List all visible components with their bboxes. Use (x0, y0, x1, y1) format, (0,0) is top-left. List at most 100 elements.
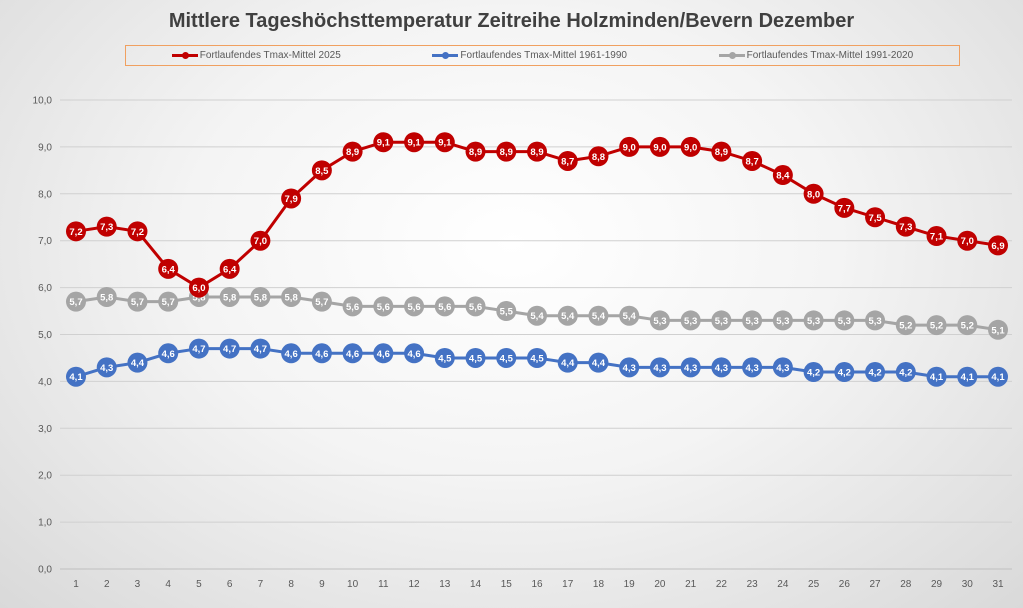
data-point (158, 291, 179, 312)
legend: Fortlaufendes Tmax-Mittel 2025 Fortlaufe… (125, 45, 960, 66)
data-label: 8,7 (561, 156, 574, 167)
data-point (96, 286, 117, 307)
data-label: 6,9 (991, 241, 1004, 252)
data-label: 8,9 (346, 147, 359, 158)
data-point (527, 347, 547, 368)
data-label: 5,4 (592, 311, 606, 322)
legend-item-2025: Fortlaufendes Tmax-Mittel 2025 (171, 50, 341, 61)
data-point (66, 366, 86, 387)
data-point (342, 343, 363, 364)
data-point (527, 305, 547, 326)
data-label: 4,6 (315, 349, 328, 360)
data-label: 8,4 (776, 171, 790, 182)
data-label: 4,5 (530, 353, 544, 364)
x-tick-label: 12 (409, 579, 421, 590)
data-label: 7,3 (100, 222, 113, 233)
legend-label: Fortlaufendes Tmax-Mittel 1991-2020 (746, 50, 914, 61)
data-point (281, 286, 302, 307)
data-label: 4,1 (69, 372, 83, 383)
data-point (742, 150, 763, 171)
data-point (865, 207, 886, 228)
data-point (680, 310, 701, 331)
data-label: 8,5 (315, 166, 329, 177)
data-label: 4,6 (162, 349, 175, 360)
data-point (926, 226, 947, 247)
data-label: 5,7 (69, 297, 82, 308)
data-point (66, 221, 86, 242)
data-point (619, 136, 640, 157)
data-point (342, 141, 363, 162)
data-point (834, 197, 855, 218)
data-label: 8,8 (592, 152, 605, 163)
data-point (219, 286, 240, 307)
data-point (96, 216, 117, 237)
x-tick-label: 29 (931, 579, 943, 590)
data-label: 8,7 (746, 156, 759, 167)
y-tick-label: 9,0 (38, 142, 52, 153)
y-tick-label: 4,0 (38, 377, 52, 388)
data-point (711, 357, 732, 378)
data-point (219, 338, 240, 359)
data-point (895, 216, 916, 237)
data-label: 4,7 (254, 344, 267, 355)
data-point (803, 310, 824, 331)
x-tick-label: 8 (288, 579, 294, 590)
data-point (311, 160, 332, 181)
data-point (649, 357, 670, 378)
data-point (342, 296, 363, 317)
data-point (188, 338, 209, 359)
y-tick-label: 7,0 (38, 236, 52, 247)
data-label: 9,0 (684, 142, 697, 153)
data-label: 5,3 (776, 316, 789, 327)
x-tick-label: 18 (593, 579, 605, 590)
data-point (127, 221, 148, 242)
data-label: 5,4 (530, 311, 544, 322)
x-tick-label: 30 (962, 579, 974, 590)
data-label: 4,3 (623, 363, 636, 374)
x-tick-label: 1 (73, 579, 79, 590)
y-tick-label: 10,0 (33, 96, 53, 107)
data-label: 9,1 (438, 138, 452, 149)
data-point (127, 352, 148, 373)
data-point (66, 291, 86, 312)
y-tick-label: 3,0 (38, 424, 52, 435)
y-tick-label: 8,0 (38, 189, 52, 200)
data-point (465, 347, 486, 368)
data-label: 7,1 (930, 232, 944, 243)
data-label: 5,7 (162, 297, 175, 308)
legend-item-1961-1990: Fortlaufendes Tmax-Mittel 1961-1990 (432, 50, 627, 61)
data-point (772, 357, 793, 378)
data-label: 9,1 (407, 138, 421, 149)
data-label: 4,1 (991, 372, 1005, 383)
data-label: 7,9 (285, 194, 298, 205)
data-label: 6,4 (162, 264, 176, 275)
x-tick-label: 31 (992, 579, 1004, 590)
data-point (404, 343, 425, 364)
data-label: 8,9 (469, 147, 482, 158)
data-label: 4,6 (407, 349, 420, 360)
x-tick-label: 20 (654, 579, 666, 590)
x-tick-label: 3 (135, 579, 141, 590)
data-point (834, 362, 855, 383)
data-label: 4,5 (469, 353, 483, 364)
y-tick-label: 6,0 (38, 283, 52, 294)
data-point (373, 132, 394, 153)
data-point (988, 319, 1008, 340)
chart-title: Mittlere Tageshöchsttemperatur Zeitreihe… (168, 10, 855, 32)
data-label: 7,0 (961, 236, 974, 247)
data-point (496, 141, 517, 162)
data-point (527, 141, 547, 162)
x-tick-label: 27 (870, 579, 882, 590)
data-label: 4,3 (746, 363, 759, 374)
data-point (250, 338, 271, 359)
data-point (772, 310, 793, 331)
x-tick-label: 19 (624, 579, 636, 590)
data-point (834, 310, 855, 331)
x-tick-label: 16 (531, 579, 543, 590)
y-tick-label: 5,0 (38, 330, 52, 341)
x-tick-label: 4 (165, 579, 171, 590)
data-point (434, 296, 455, 317)
data-label: 5,4 (623, 311, 637, 322)
data-point (803, 362, 824, 383)
data-label: 7,3 (899, 222, 912, 233)
